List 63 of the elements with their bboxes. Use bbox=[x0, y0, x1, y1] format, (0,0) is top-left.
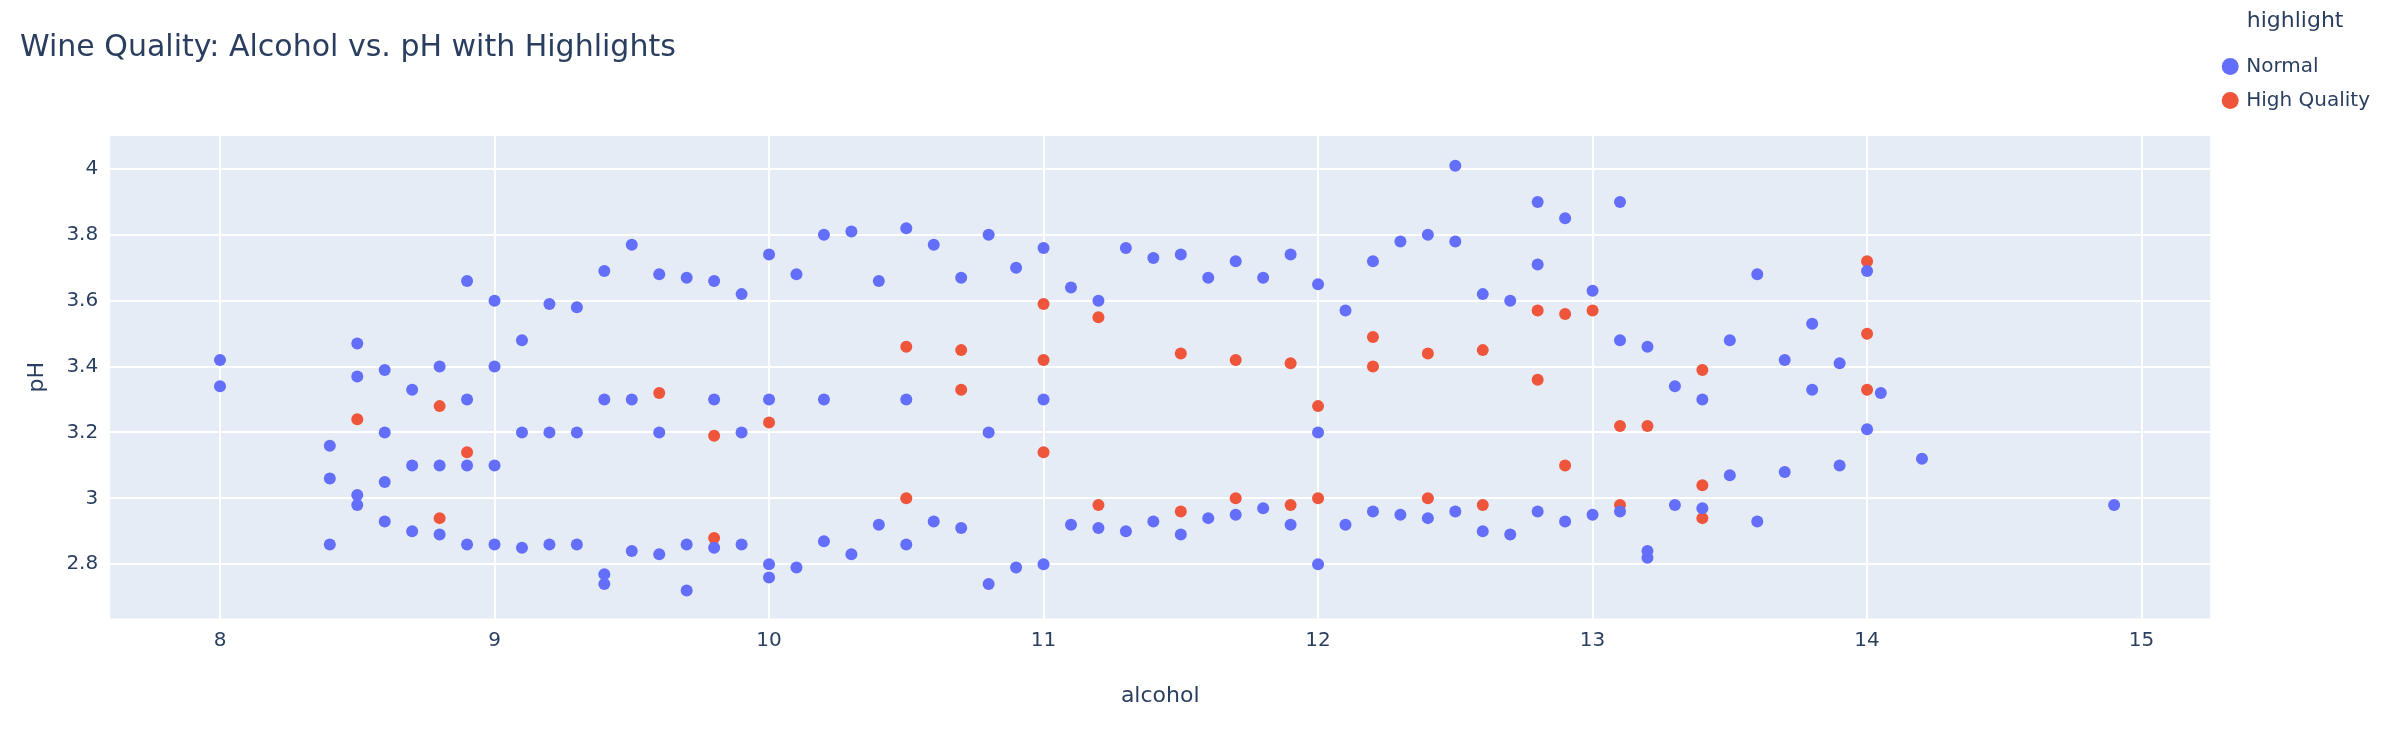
x-tick-label: 11 bbox=[1030, 626, 1057, 651]
point bbox=[763, 416, 776, 429]
point bbox=[1696, 479, 1709, 492]
point bbox=[1559, 307, 1572, 320]
point bbox=[955, 383, 968, 396]
point bbox=[1229, 354, 1242, 367]
y-tick-label: 3.8 bbox=[66, 221, 99, 246]
y-tick-label: 2.8 bbox=[66, 550, 99, 575]
point bbox=[1421, 347, 1434, 360]
point bbox=[1421, 492, 1434, 505]
point bbox=[1861, 383, 1874, 396]
point bbox=[1037, 446, 1050, 459]
x-tick-label: 13 bbox=[1579, 626, 1606, 651]
point bbox=[1641, 419, 1654, 432]
point bbox=[653, 386, 666, 399]
point bbox=[1037, 354, 1050, 367]
point bbox=[1861, 327, 1874, 340]
point bbox=[900, 492, 913, 505]
legend-label: Normal bbox=[2246, 52, 2319, 77]
point bbox=[1174, 505, 1187, 518]
point bbox=[461, 446, 474, 459]
x-tick-label: 15 bbox=[2128, 626, 2155, 651]
point bbox=[708, 531, 721, 544]
legend-label: High Quality bbox=[2246, 86, 2371, 111]
y-tick-label: 3.2 bbox=[66, 418, 99, 443]
point bbox=[1366, 330, 1379, 343]
point bbox=[1614, 419, 1627, 432]
point bbox=[433, 400, 446, 413]
point bbox=[1174, 347, 1187, 360]
point bbox=[1531, 373, 1544, 386]
point bbox=[1531, 304, 1544, 317]
x-tick-label: 14 bbox=[1854, 626, 1880, 651]
legend-title: highlight bbox=[2246, 6, 2344, 32]
y-tick-label: 3.6 bbox=[66, 286, 99, 311]
chart-title: Wine Quality: Alcohol vs. pH with Highlights bbox=[20, 27, 676, 63]
point bbox=[1366, 360, 1379, 373]
point bbox=[1586, 304, 1599, 317]
point bbox=[1476, 498, 1489, 511]
point bbox=[900, 340, 913, 353]
y-tick-label: 3.4 bbox=[66, 352, 99, 377]
y-tick-label: 3 bbox=[85, 484, 99, 509]
point bbox=[433, 512, 446, 525]
y-tick-label: 4 bbox=[85, 155, 99, 180]
point bbox=[1092, 311, 1105, 324]
x-tick-label: 12 bbox=[1305, 626, 1331, 651]
point bbox=[955, 344, 968, 357]
point bbox=[1092, 498, 1105, 511]
point bbox=[1559, 459, 1572, 472]
x-tick-label: 9 bbox=[488, 626, 501, 651]
y-axis-title: pH bbox=[22, 362, 48, 393]
point bbox=[1476, 344, 1489, 357]
x-tick-label: 8 bbox=[213, 626, 227, 651]
x-tick-label: 10 bbox=[756, 626, 782, 651]
x-axis-title: alcohol bbox=[1120, 681, 1200, 707]
point bbox=[1284, 357, 1297, 370]
point bbox=[1312, 492, 1325, 505]
point bbox=[351, 413, 364, 426]
point bbox=[1037, 298, 1050, 310]
point bbox=[1284, 498, 1297, 511]
point bbox=[1229, 492, 1242, 505]
point bbox=[708, 429, 721, 442]
point bbox=[1312, 400, 1325, 413]
point bbox=[1696, 363, 1709, 376]
